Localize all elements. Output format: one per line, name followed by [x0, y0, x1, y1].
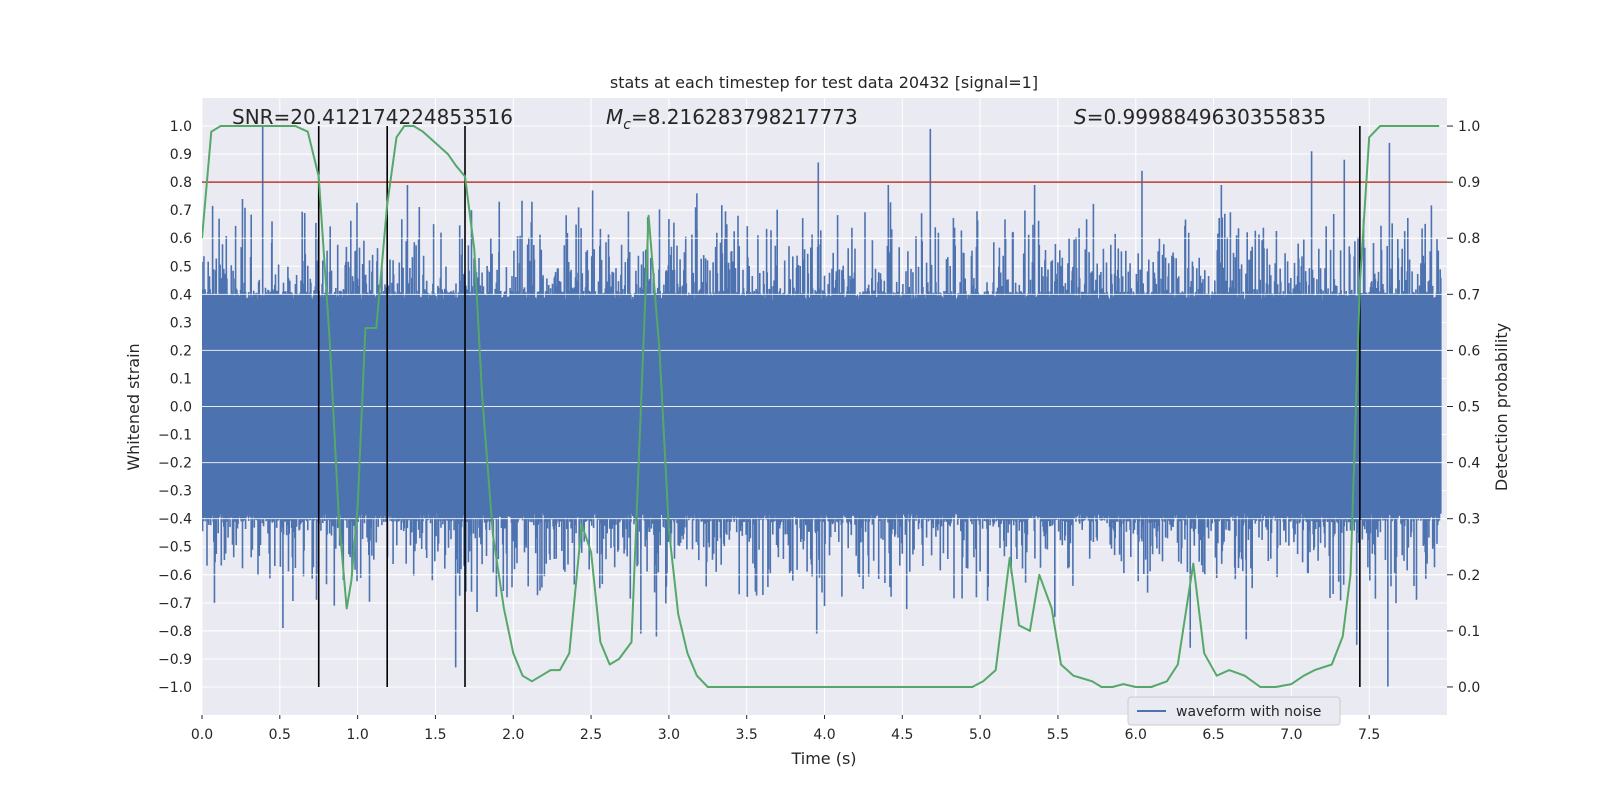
y-right-tick-label: 0.5: [1458, 400, 1480, 416]
y-left-axis-ticks: 1.0 0.9 0.8 0.7 0.6 0.5 0.4 0.3 0.2 0.1 0.0 −0.1 −0.…: [158, 119, 192, 696]
y-right-tick-label: 0.7: [1458, 287, 1480, 303]
x-axis-label: Time (s): [790, 749, 856, 768]
x-tick-label: 3.5: [736, 727, 758, 743]
x-tick-label: 3.0: [658, 727, 680, 743]
legend-label: waveform with noise: [1176, 704, 1321, 720]
y-left-axis-label: Whitened strain: [124, 343, 143, 470]
x-axis-ticks: 0.0 0.5 1.0 1.5 2.0 2.5 3.0 3.5 4.0 4.5 5.0 5.5 6.0 6…: [191, 715, 1380, 743]
y-left-tick-label: 1.0: [170, 119, 192, 135]
x-tick-label: 6.5: [1202, 727, 1224, 743]
grid-overlay: [202, 125, 1447, 688]
probability-line: [202, 125, 1440, 688]
y-right-tick-label: 0.1: [1458, 624, 1480, 640]
y-left-tick-label: 0.2: [170, 343, 192, 359]
legend: waveform with noise: [1127, 696, 1341, 726]
y-left-tick-label: 0.5: [170, 259, 192, 275]
y-right-tick-label: 0.4: [1458, 456, 1480, 472]
x-tick-label: 5.5: [1047, 727, 1069, 743]
legend-box: [1127, 696, 1341, 726]
x-tick-label: 7.5: [1358, 727, 1380, 743]
y-left-tick-label: −0.7: [158, 596, 192, 612]
y-left-tick-label: 0.4: [170, 287, 192, 303]
y-left-tick-label: 0.1: [170, 371, 192, 387]
y-left-tick-label: −0.3: [158, 484, 192, 500]
x-tick-label: 6.0: [1125, 727, 1147, 743]
y-left-tick-label: 0.8: [170, 175, 192, 191]
chirp-mass-subscript: c: [623, 117, 631, 133]
x-tick-label: 0.5: [269, 727, 291, 743]
s-annotation: S=0.9998849630355835: [1074, 105, 1326, 129]
x-tick-label: 7.0: [1280, 727, 1302, 743]
chirp-mass-value: =8.216283798217773: [631, 105, 858, 129]
y-right-axis-ticks: 1.0 0.9 0.8 0.7 0.6 0.5 0.4 0.3 0.2 0.1 0.0: [1447, 119, 1480, 696]
x-tick-label: 0.0: [191, 727, 213, 743]
s-symbol: S: [1074, 105, 1087, 129]
x-tick-label: 1.0: [346, 727, 368, 743]
x-tick-label: 2.5: [580, 727, 602, 743]
y-right-tick-label: 1.0: [1458, 119, 1480, 135]
y-left-tick-label: −0.9: [158, 652, 192, 668]
y-left-tick-label: −1.0: [158, 680, 192, 696]
y-left-tick-label: 0.7: [170, 203, 192, 219]
y-right-axis-label: Detection probability: [1492, 323, 1511, 491]
x-tick-label: 2.0: [502, 727, 524, 743]
chirp-mass-symbol: M: [606, 105, 623, 129]
probability-series: [202, 125, 1440, 688]
y-left-tick-label: −0.8: [158, 624, 192, 640]
x-tick-label: 4.5: [891, 727, 913, 743]
s-value: =0.9998849630355835: [1087, 105, 1326, 129]
x-tick-label: 1.5: [424, 727, 446, 743]
y-right-tick-label: 0.9: [1458, 175, 1480, 191]
snr-annotation: SNR=20.412174224853516: [232, 105, 513, 129]
y-left-tick-label: 0.0: [170, 400, 192, 416]
x-tick-label: 4.0: [813, 727, 835, 743]
y-left-tick-label: −0.5: [158, 540, 192, 556]
y-left-tick-label: −0.4: [158, 512, 192, 528]
chart-title: stats at each timestep for test data 204…: [610, 73, 1038, 92]
y-right-tick-label: 0.2: [1458, 568, 1480, 584]
x-tick-label: 5.0: [969, 727, 991, 743]
y-right-tick-label: 0.3: [1458, 512, 1480, 528]
y-left-tick-label: −0.1: [158, 428, 192, 444]
y-left-tick-label: 0.9: [170, 147, 192, 163]
y-left-tick-label: 0.3: [170, 315, 192, 331]
y-left-tick-label: −0.2: [158, 456, 192, 472]
y-right-tick-label: 0.8: [1458, 231, 1480, 247]
y-left-tick-label: −0.6: [158, 568, 192, 584]
y-right-tick-label: 0.0: [1458, 680, 1480, 696]
chirp-mass-annotation: Mc=8.216283798217773: [606, 105, 858, 133]
y-right-tick-label: 0.6: [1458, 343, 1480, 359]
y-left-tick-label: 0.6: [170, 231, 192, 247]
vertical-markers: [317, 126, 1361, 687]
